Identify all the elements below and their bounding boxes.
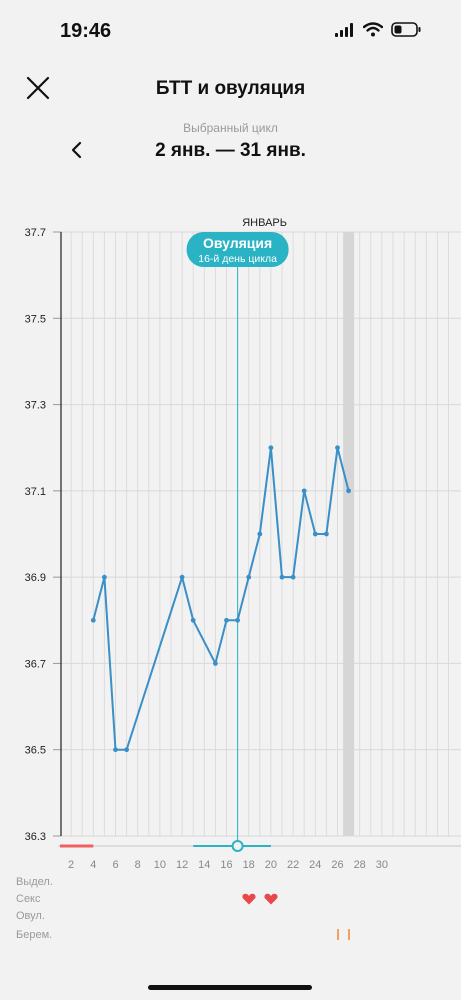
ovulation-badge-title: Овуляция (203, 235, 272, 251)
month-label: ЯНВАРЬ (242, 217, 287, 229)
temperature-point (246, 574, 252, 580)
ovulation-badge-subtitle: 16-й день цикла (198, 253, 277, 265)
x-tick-label: 26 (331, 859, 343, 871)
temperature-point (179, 574, 185, 580)
x-tick-label: 10 (154, 859, 166, 871)
temperature-point (279, 574, 285, 580)
heart-icon (264, 893, 278, 905)
x-tick-label: 14 (198, 859, 210, 871)
temperature-point (224, 617, 229, 623)
temperature-point (301, 488, 307, 494)
ovulation-marker (231, 840, 244, 852)
legend-label: Берем. (16, 929, 53, 941)
x-tick-label: 8 (135, 859, 141, 871)
bbt-chart: 37.7 37.5 37.3 37.1 36.9 36.7 36.5 36.3 ЯНВАРЬ Ов… (25, 217, 461, 871)
legend-label: Выдел. (16, 876, 53, 888)
cycle-label: Выбранный цикл (183, 121, 278, 135)
temperature-point (235, 617, 241, 623)
chevron-left-icon[interactable] (66, 139, 88, 161)
x-tick-label: 18 (243, 859, 255, 871)
x-tick-label: 24 (309, 859, 321, 871)
x-tick-label: 22 (287, 859, 299, 871)
x-tick-label: 28 (354, 859, 366, 871)
x-tick-label: 30 (376, 859, 388, 871)
legend-label: Овул. (16, 910, 45, 922)
temperature-point (257, 531, 263, 537)
y-tick-label: 36.3 (25, 831, 46, 843)
temperature-point (290, 574, 296, 580)
signal-icon (335, 22, 353, 37)
highlight-day-column (343, 232, 355, 836)
temperature-point (190, 617, 196, 623)
pregnancy-mark (336, 929, 339, 940)
y-tick-label: 37.7 (25, 227, 46, 239)
nav-bar: БТТ и овуляция (0, 68, 461, 108)
ovulation-badge (186, 232, 289, 267)
cycle-range: 2 янв. — 31 янв. (155, 140, 306, 161)
home-indicator (148, 985, 312, 990)
y-tick-label: 36.5 (25, 745, 46, 757)
x-tick-label: 16 (220, 859, 232, 871)
temperature-line (92, 446, 350, 751)
temperature-point (312, 531, 318, 537)
status-bar: 19:46 (0, 0, 461, 60)
y-tick-label: 36.9 (25, 572, 46, 584)
page-title: БТТ и овуляция (155, 78, 306, 99)
y-tick-label: 37.3 (25, 400, 46, 412)
temperature-point (268, 445, 274, 451)
temperature-point (90, 617, 96, 623)
close-icon[interactable] (24, 74, 52, 102)
heart-icon (242, 893, 256, 905)
status-time: 19:46 (60, 20, 112, 42)
pregnancy-mark (347, 929, 350, 940)
temperature-point (102, 574, 107, 580)
temperature-point (335, 445, 340, 451)
x-tick-label: 12 (176, 859, 188, 871)
x-tick-label: 2 (68, 859, 74, 871)
legend-label: Секс (16, 893, 41, 905)
temperature-point (324, 531, 329, 537)
temperature-point (113, 747, 118, 753)
battery-icon (391, 22, 421, 37)
temperature-point (346, 488, 351, 494)
wifi-icon (363, 22, 383, 37)
temperature-point (124, 747, 129, 753)
temperature-point (213, 661, 218, 666)
status-icons (335, 22, 421, 37)
x-tick-label: 20 (265, 859, 277, 871)
x-tick-label: 6 (112, 859, 118, 871)
x-tick-label: 4 (90, 859, 96, 871)
y-tick-label: 36.7 (25, 658, 46, 670)
y-tick-label: 37.5 (25, 313, 46, 325)
y-tick-label: 37.1 (25, 486, 46, 498)
